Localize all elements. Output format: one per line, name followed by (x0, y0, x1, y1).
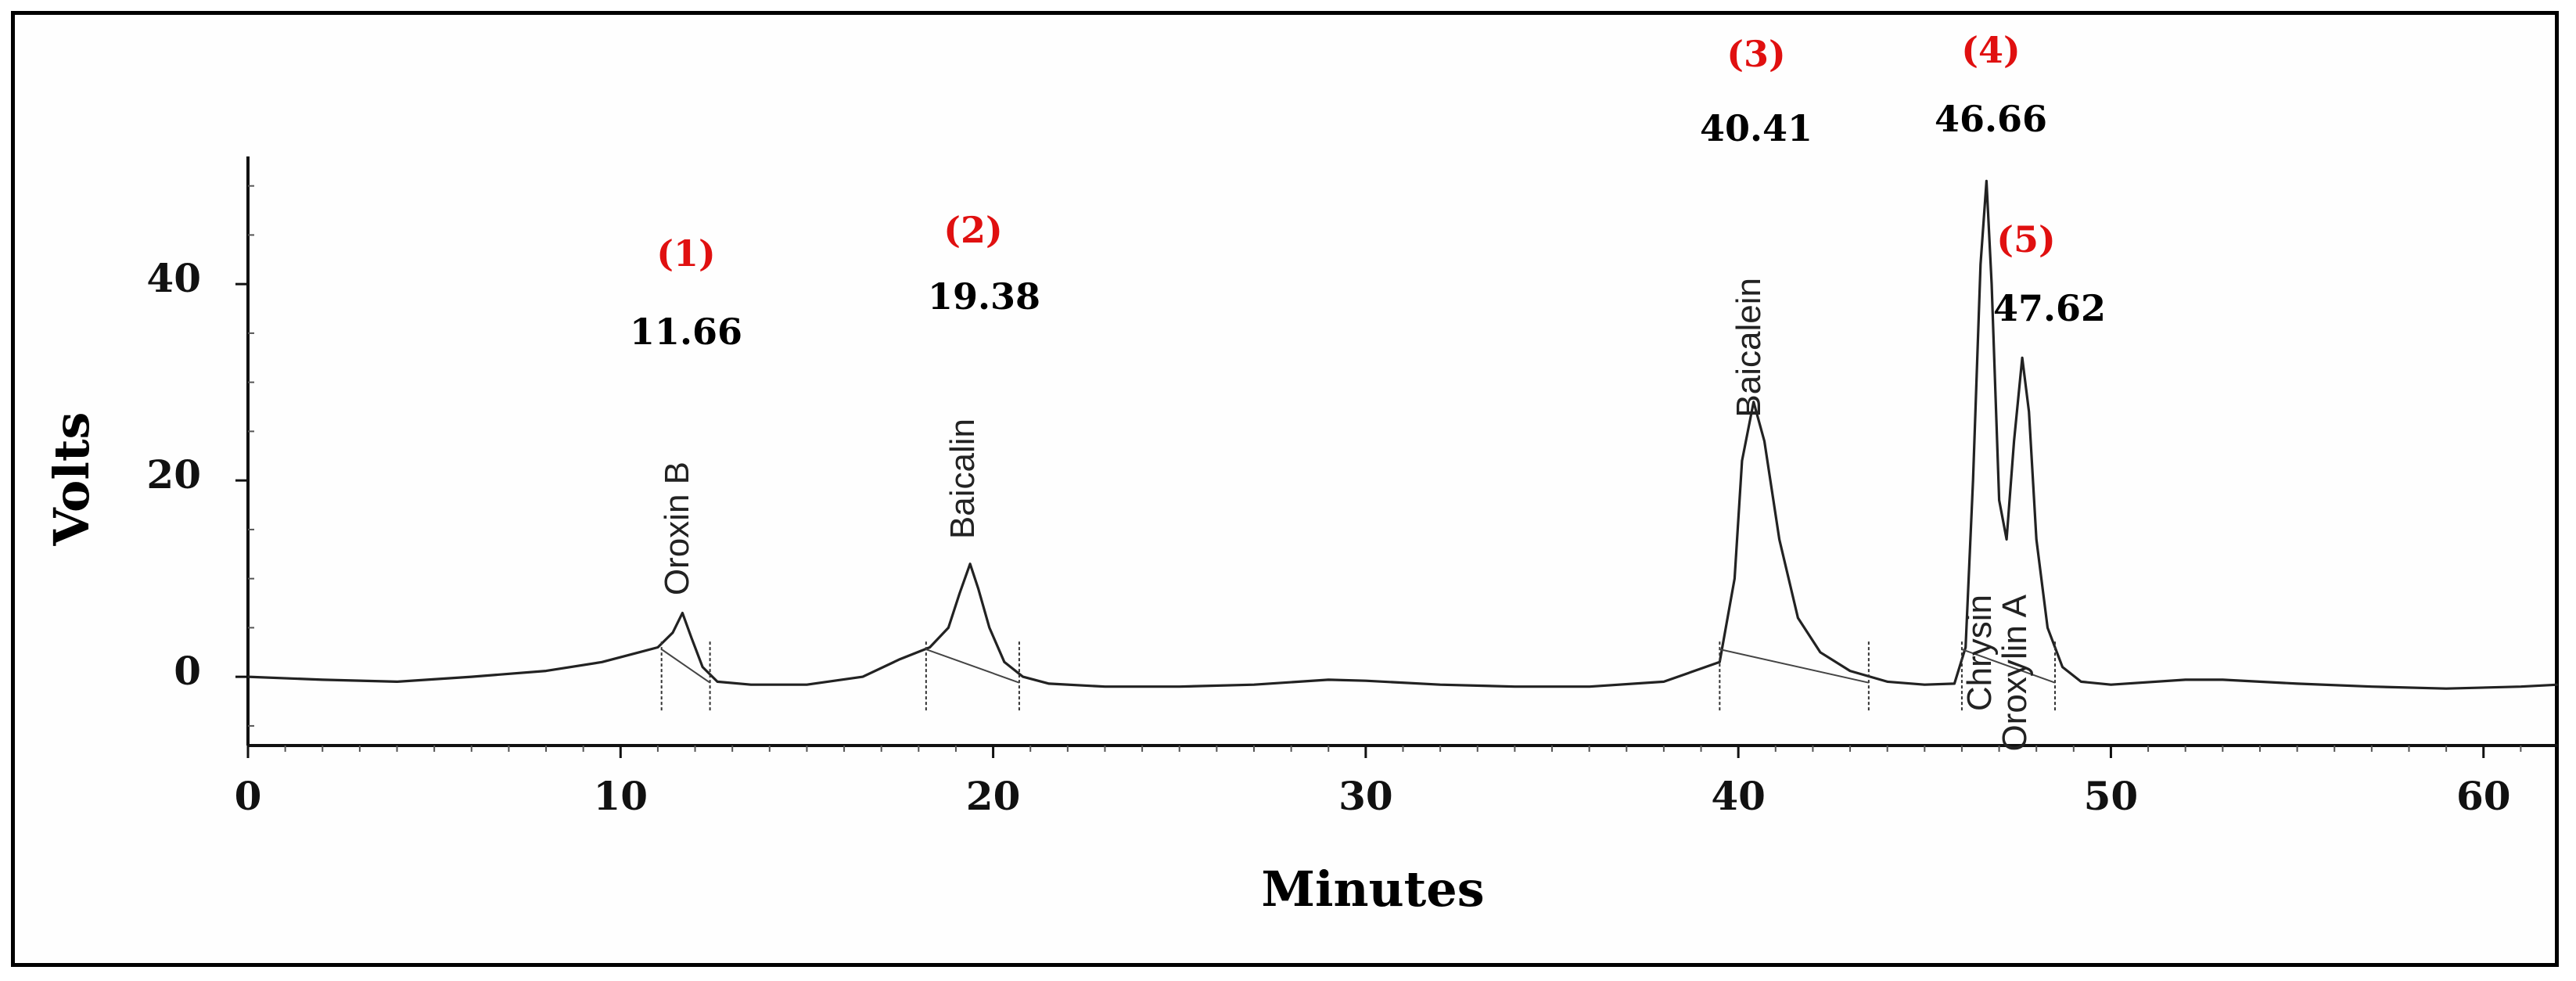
peak-number-label: (3) (1726, 33, 1786, 75)
retention-time-label: 46.66 (1935, 98, 2047, 140)
baseline-segment (1961, 649, 2056, 684)
x-axis-title: Minutes (1261, 861, 1484, 918)
x-tick-label: 30 (1338, 773, 1393, 819)
peak-markers (660, 641, 2057, 713)
y-tick-label: 40 (146, 255, 201, 301)
y-tick-label: 20 (146, 451, 201, 498)
figure-frame (11, 11, 2559, 967)
peak-number-label: (1) (656, 232, 716, 275)
x-tick-label: 0 (235, 773, 262, 819)
peak-labels: (1) 11.66 Oroxin B (2) 19.38 Baicalin (3) 40.41… (630, 29, 2106, 752)
peak-number-label: (5) (1996, 218, 2056, 261)
retention-time-label: 47.62 (1993, 287, 2106, 329)
axes (246, 156, 2558, 747)
peak-name-label: Chrysin (1960, 595, 1999, 711)
peak-name-label: Baicalin (943, 419, 982, 539)
y-tick-label: 0 (174, 648, 201, 694)
x-tick-label: 40 (1711, 773, 1766, 819)
retention-time-label: 19.38 (928, 275, 1040, 318)
baseline-segment (661, 649, 711, 684)
ticks: 0 10 20 30 40 50 60 0 20 40 (146, 185, 2522, 819)
x-tick-label: 50 (2084, 773, 2139, 819)
peak-number-label: (2) (943, 209, 1003, 251)
peak-number-label: (4) (1961, 29, 2021, 71)
peak-name-label: Oroxylin A (1996, 594, 2034, 751)
retention-time-label: 11.66 (630, 311, 742, 353)
x-tick-label: 10 (593, 773, 648, 819)
x-tick-label: 60 (2456, 773, 2511, 819)
y-axis-title: Volts (43, 412, 100, 547)
baseline-segment (1719, 649, 1870, 684)
baseline-segment (925, 649, 1020, 684)
peak-name-label: Baicalein (1730, 278, 1768, 418)
retention-time-label: 40.41 (1700, 107, 1813, 149)
peak-name-label: Oroxin B (658, 462, 696, 595)
chromatogram-trace (247, 179, 2559, 690)
x-tick-label: 20 (966, 773, 1021, 819)
